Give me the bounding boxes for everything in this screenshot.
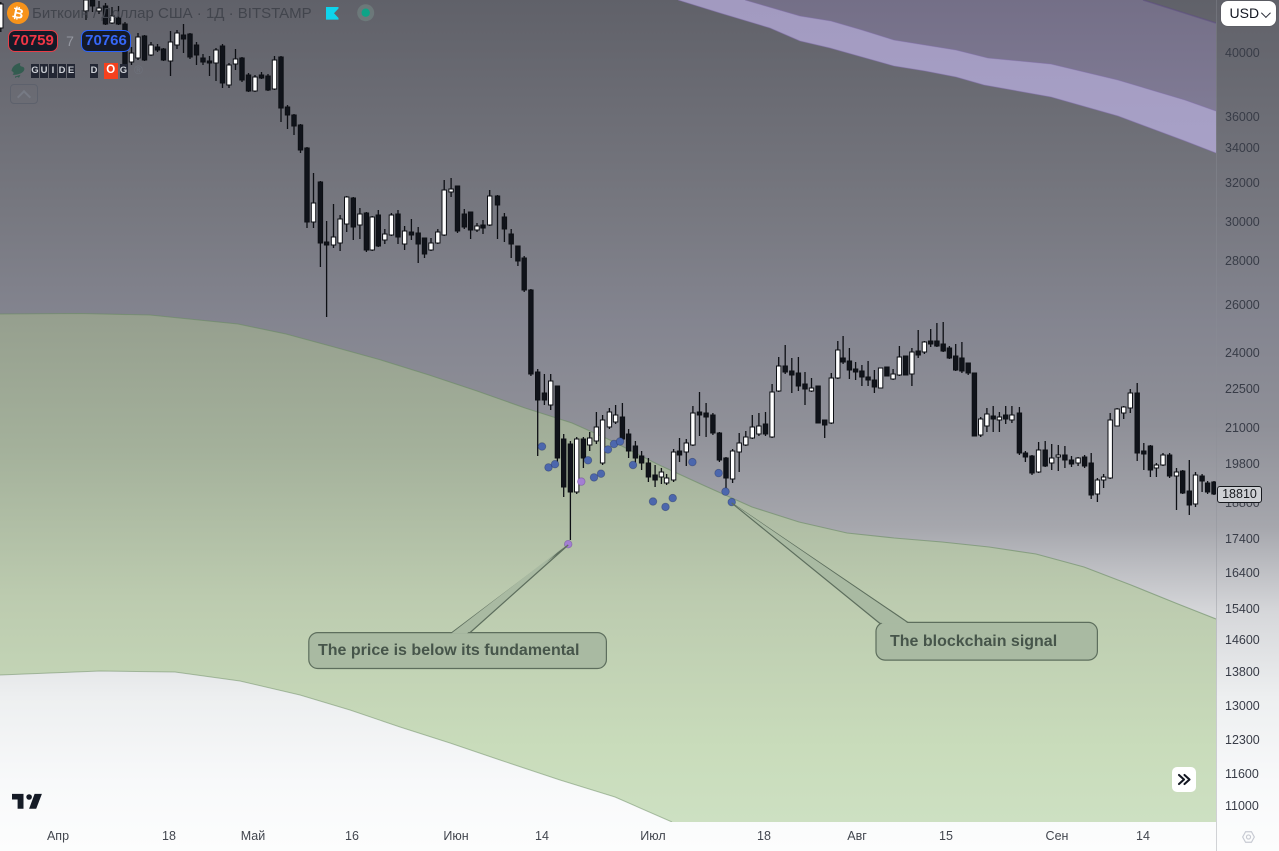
svg-text:The price is below its fundame: The price is below its fundamental — [318, 642, 579, 659]
svg-text:The blockchain signal: The blockchain signal — [890, 633, 1057, 650]
